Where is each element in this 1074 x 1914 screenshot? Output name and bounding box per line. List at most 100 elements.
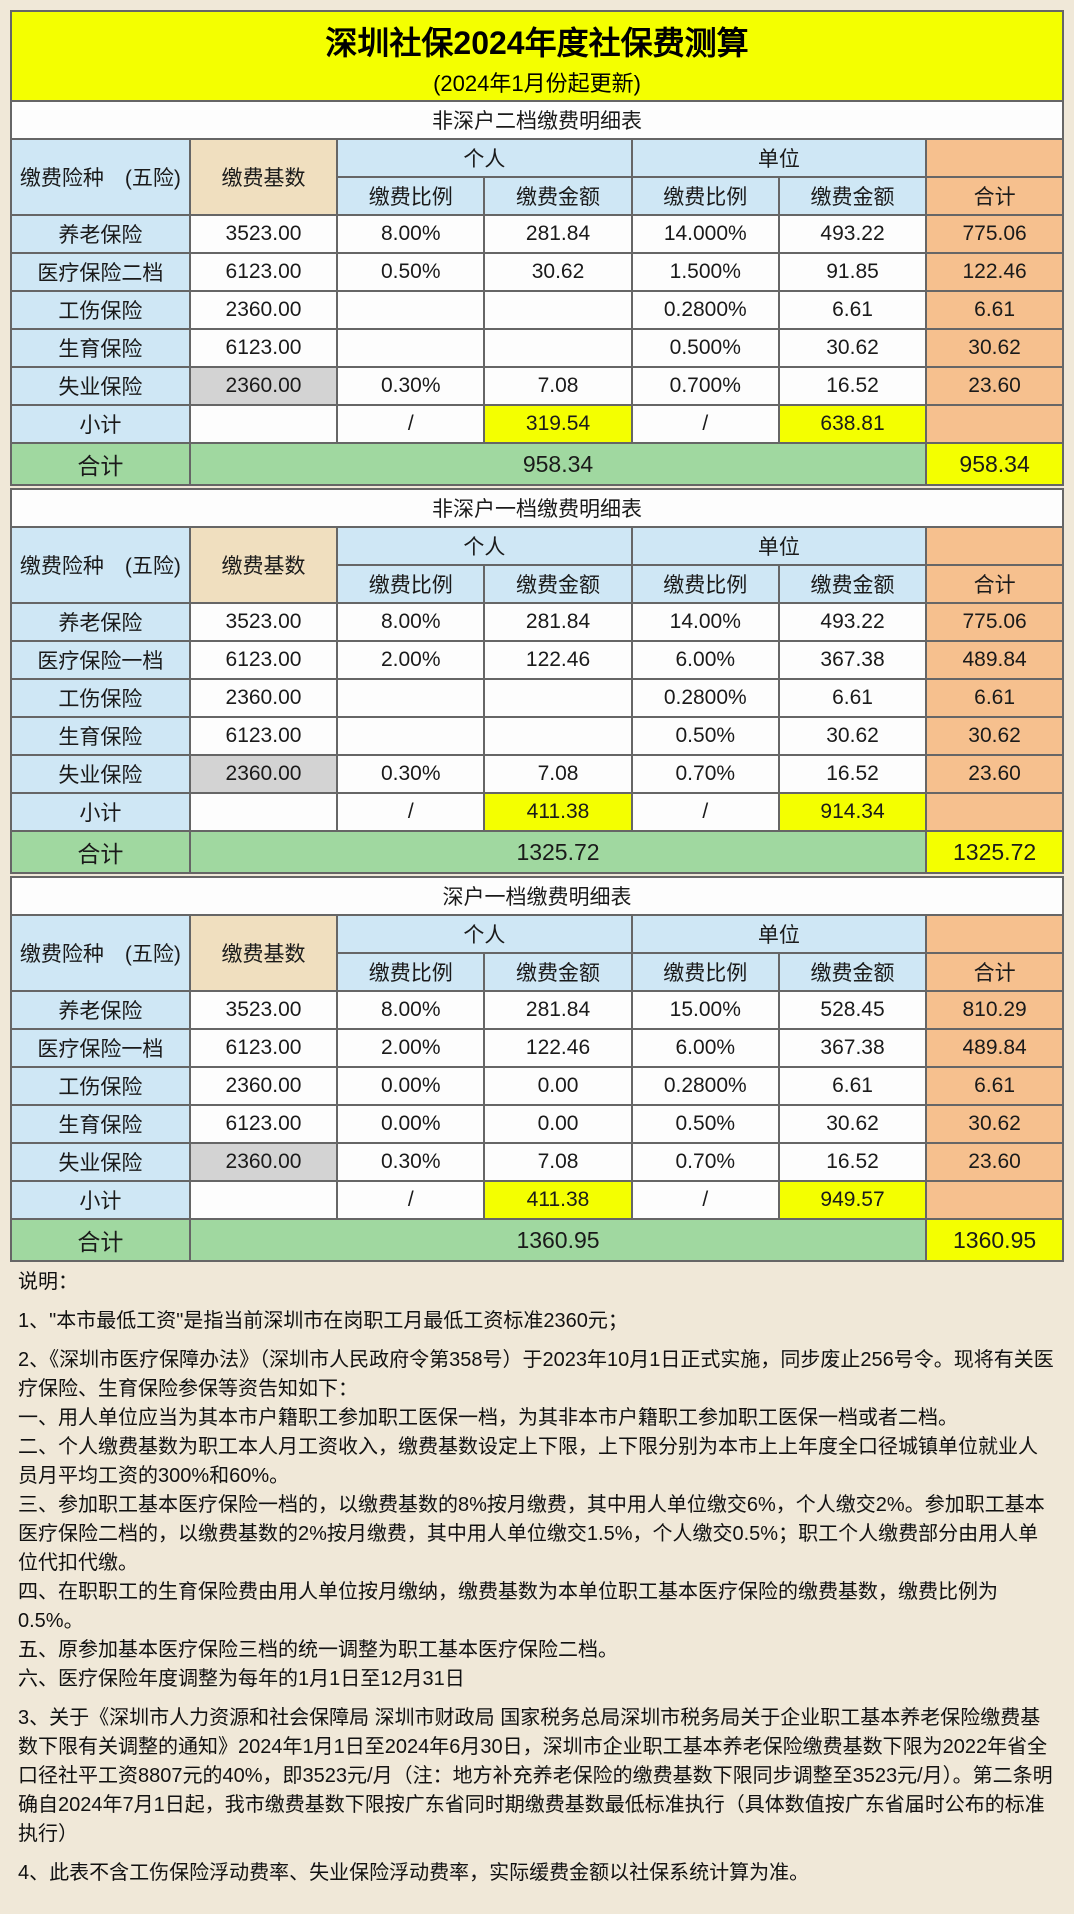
- row-pamt: 281.84: [484, 215, 631, 253]
- col-prate: 缴费比例: [337, 565, 484, 603]
- row-pamt: [484, 329, 631, 367]
- subtotal-pamt: 411.38: [484, 1181, 631, 1219]
- row-total: 30.62: [926, 329, 1063, 367]
- row-name: 失业保险: [11, 367, 190, 405]
- row-prate: [337, 291, 484, 329]
- row-pamt: 0.00: [484, 1105, 631, 1143]
- subtotal-pamt: 319.54: [484, 405, 631, 443]
- row-base: 2360.00: [190, 1143, 337, 1181]
- row-total: 6.61: [926, 291, 1063, 329]
- col-total-blank: [926, 915, 1063, 953]
- row-name: 生育保险: [11, 329, 190, 367]
- col-total-blank: [926, 527, 1063, 565]
- row-base: 6123.00: [190, 253, 337, 291]
- note-paragraph: 3、关于《深圳市人力资源和社会保障局 深圳市财政局 国家税务总局深圳市税务局关于…: [18, 1704, 1056, 1849]
- note-paragraph: 1、"本市最低工资"是指当前深圳市在岗职工月最低工资标准2360元；: [18, 1307, 1056, 1336]
- row-camt: 6.61: [779, 1067, 926, 1105]
- row-total: 489.84: [926, 1029, 1063, 1067]
- row-total: 23.60: [926, 367, 1063, 405]
- grand-value2: 958.34: [926, 443, 1063, 485]
- col-total: 合计: [926, 177, 1063, 215]
- row-name: 养老保险: [11, 215, 190, 253]
- col-company: 单位: [632, 139, 927, 177]
- grand-label: 合计: [11, 1219, 190, 1261]
- col-prate: 缴费比例: [337, 177, 484, 215]
- row-crate: 0.2800%: [632, 679, 779, 717]
- row-total: 810.29: [926, 991, 1063, 1029]
- col-type: 缴费险种 (五险): [11, 915, 190, 991]
- row-prate: 0.30%: [337, 755, 484, 793]
- notes-block: 说明： 1、"本市最低工资"是指当前深圳市在岗职工月最低工资标准2360元； 2、…: [10, 1262, 1064, 1904]
- section-title: 深户一档缴费明细表: [11, 877, 1063, 915]
- row-camt: 30.62: [779, 329, 926, 367]
- row-name: 工伤保险: [11, 1067, 190, 1105]
- row-pamt: 7.08: [484, 755, 631, 793]
- row-base: 6123.00: [190, 717, 337, 755]
- row-base: 2360.00: [190, 367, 337, 405]
- row-name: 工伤保险: [11, 679, 190, 717]
- row-pamt: [484, 717, 631, 755]
- subtotal-tot-blank: [926, 793, 1063, 831]
- row-name: 医疗保险一档: [11, 1029, 190, 1067]
- note-paragraph: 4、此表不含工伤保险浮动费率、失业保险浮动费率，实际缓费金额以社保系统计算为准。: [18, 1859, 1056, 1888]
- row-total: 23.60: [926, 1143, 1063, 1181]
- subtotal-camt: 949.57: [779, 1181, 926, 1219]
- col-camt: 缴费金额: [779, 953, 926, 991]
- page-subtitle: (2024年1月份起更新): [12, 66, 1062, 98]
- row-camt: 16.52: [779, 367, 926, 405]
- row-prate: [337, 329, 484, 367]
- row-total: 122.46: [926, 253, 1063, 291]
- row-total: 489.84: [926, 641, 1063, 679]
- grand-value: 1360.95: [190, 1219, 926, 1261]
- row-total: 30.62: [926, 1105, 1063, 1143]
- col-personal: 个人: [337, 527, 632, 565]
- row-prate: 8.00%: [337, 991, 484, 1029]
- subtotal-slash2: /: [632, 405, 779, 443]
- row-base: 6123.00: [190, 1105, 337, 1143]
- row-name: 工伤保险: [11, 291, 190, 329]
- grand-value2: 1360.95: [926, 1219, 1063, 1261]
- col-base: 缴费基数: [190, 139, 337, 215]
- row-base: 3523.00: [190, 215, 337, 253]
- row-prate: 0.00%: [337, 1067, 484, 1105]
- row-camt: 493.22: [779, 215, 926, 253]
- subtotal-pamt: 411.38: [484, 793, 631, 831]
- row-total: 775.06: [926, 215, 1063, 253]
- col-personal: 个人: [337, 139, 632, 177]
- col-crate: 缴费比例: [632, 177, 779, 215]
- subtotal-slash1: /: [337, 1181, 484, 1219]
- row-pamt: [484, 291, 631, 329]
- row-name: 医疗保险一档: [11, 641, 190, 679]
- grand-value: 958.34: [190, 443, 926, 485]
- row-total: 775.06: [926, 603, 1063, 641]
- col-pamt: 缴费金额: [484, 953, 631, 991]
- row-name: 生育保险: [11, 1105, 190, 1143]
- row-base: 2360.00: [190, 1067, 337, 1105]
- section-title: 非深户二档缴费明细表: [11, 101, 1063, 139]
- row-camt: 367.38: [779, 1029, 926, 1067]
- section-table: 深户一档缴费明细表缴费险种 (五险)缴费基数个人单位缴费比例缴费金额缴费比例缴费…: [10, 876, 1064, 1262]
- section-table: 非深户一档缴费明细表缴费险种 (五险)缴费基数个人单位缴费比例缴费金额缴费比例缴…: [10, 488, 1064, 874]
- row-base: 6123.00: [190, 641, 337, 679]
- row-prate: 2.00%: [337, 1029, 484, 1067]
- col-total: 合计: [926, 565, 1063, 603]
- section-table: 非深户二档缴费明细表缴费险种 (五险)缴费基数个人单位缴费比例缴费金额缴费比例缴…: [10, 100, 1064, 486]
- row-crate: 0.50%: [632, 717, 779, 755]
- row-prate: 8.00%: [337, 603, 484, 641]
- row-pamt: 281.84: [484, 603, 631, 641]
- row-total: 6.61: [926, 679, 1063, 717]
- row-prate: 8.00%: [337, 215, 484, 253]
- col-camt: 缴费金额: [779, 177, 926, 215]
- row-camt: 493.22: [779, 603, 926, 641]
- row-crate: 0.2800%: [632, 291, 779, 329]
- col-pamt: 缴费金额: [484, 177, 631, 215]
- notes-header: 说明：: [18, 1268, 1056, 1297]
- row-camt: 6.61: [779, 679, 926, 717]
- subtotal-slash2: /: [632, 793, 779, 831]
- subtotal-label: 小计: [11, 793, 190, 831]
- row-camt: 367.38: [779, 641, 926, 679]
- subtotal-slash2: /: [632, 1181, 779, 1219]
- subtotal-slash1: /: [337, 793, 484, 831]
- note-paragraph: 2、《深圳市医疗保障办法》（深圳市人民政府令第358号）于2023年10月1日正…: [18, 1346, 1056, 1694]
- page-title: 深圳社保2024年度社保费测算: [12, 18, 1062, 64]
